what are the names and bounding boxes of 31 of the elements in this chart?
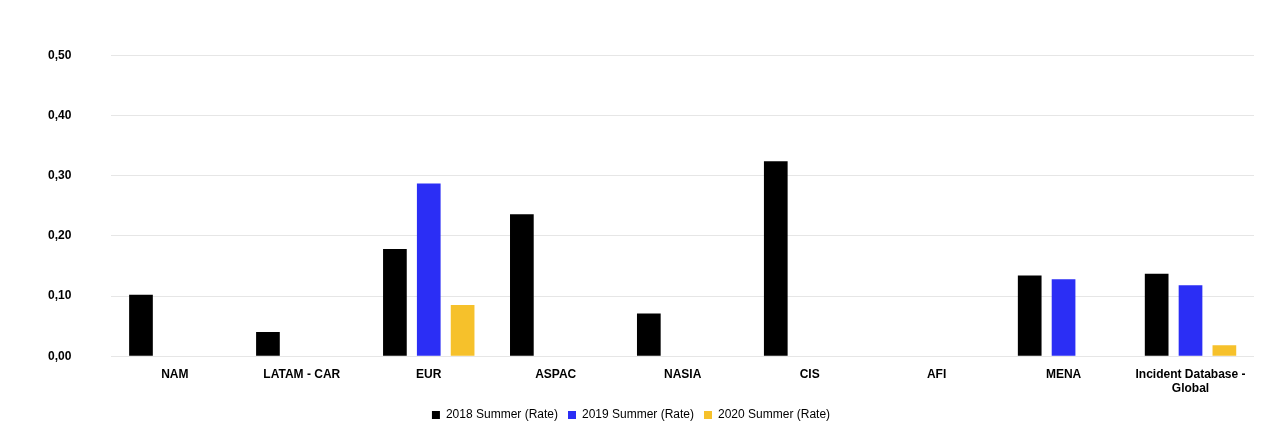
y-tick-label: 0,20 [48,228,72,243]
bar [1017,275,1042,356]
bar [1212,345,1237,356]
y-tick-label: 0,30 [48,167,72,182]
y-tick-label: 0,10 [48,288,72,303]
x-tick-label: NAM [161,366,189,381]
bar [1144,273,1169,356]
x-tick-label: Incident Database - Global [1135,366,1246,396]
bar [763,161,788,356]
y-tick-label: 0,40 [48,107,72,122]
y-tick-label: 0,50 [48,47,72,62]
legend-label: 2020 Summer (Rate) [718,407,831,422]
x-tick-label: EUR [416,366,442,381]
x-tick-label: AFI [926,366,947,381]
legend-label: 2019 Summer (Rate) [581,407,695,422]
bar [129,294,153,356]
bar [1178,285,1203,356]
bar [450,305,475,356]
bar [416,183,441,356]
x-tick-label: ASPAC [535,366,577,381]
bar [1051,279,1076,356]
y-tick-label: 0,00 [48,348,72,363]
bar [383,249,407,356]
x-tick-label: NASIA [664,366,702,381]
bar [636,313,661,356]
bar [510,214,534,356]
bar [256,332,280,356]
x-tick-label: MENA [1045,366,1082,381]
x-tick-label: LATAM - CAR [263,366,341,381]
x-tick-label: CIS [799,366,820,381]
legend-label: 2018 Summer (Rate) [445,407,558,422]
